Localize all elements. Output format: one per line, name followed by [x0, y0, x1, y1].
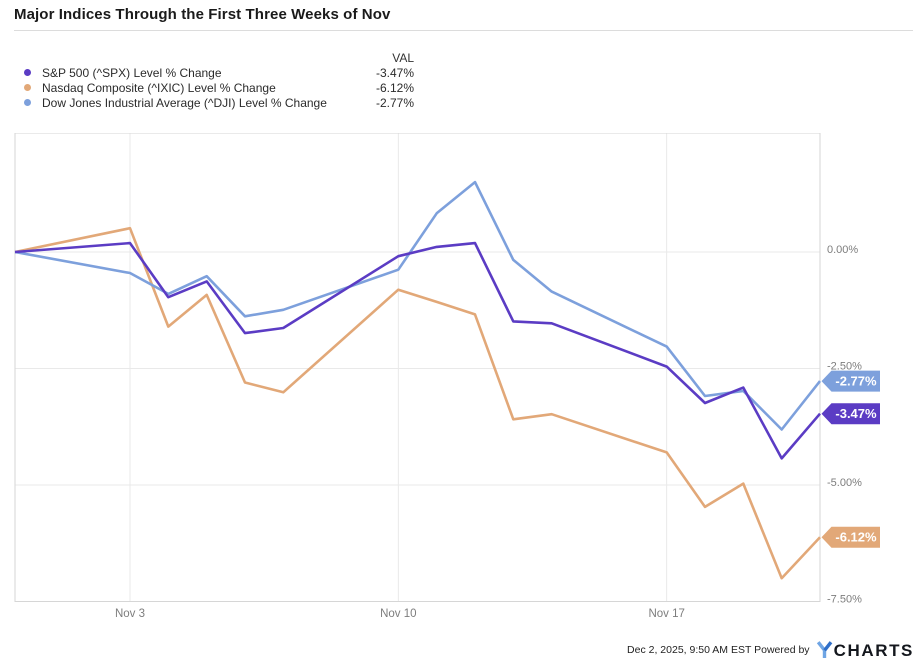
value-badge-spx	[821, 403, 880, 425]
x-axis-tick-label: Nov 10	[380, 608, 416, 620]
value-badge-ixic	[821, 526, 880, 548]
y-axis-tick-label: -5.00%	[827, 477, 862, 489]
legend-item-value: -2.77%	[375, 95, 414, 110]
value-badge-label-dji: -2.77%	[835, 374, 877, 389]
series-line-ixic	[14, 226, 821, 580]
series-line-spx	[14, 241, 821, 460]
legend-item-ixic: Nasdaq Composite (^IXIC) Level % Change …	[12, 80, 414, 95]
ycharts-logo: CHARTS	[816, 641, 914, 659]
spx-series-dot-icon	[23, 69, 31, 76]
ycharts-logo-text: CHARTS	[833, 640, 914, 660]
dji-series-dot-icon	[23, 99, 31, 106]
y-axis-tick-label: -2.50%	[827, 361, 862, 373]
legend-item-label: Dow Jones Industrial Average (^DJI) Leve…	[42, 95, 327, 110]
y-axis-tick-label: 0.00%	[827, 244, 858, 256]
chart-footer: Dec 2, 2025, 9:50 AM EST Powered by CHAR…	[627, 641, 914, 659]
plot-border	[14, 133, 821, 602]
value-badge-dji	[821, 370, 880, 392]
x-axis-tick-label: Nov 3	[115, 608, 145, 620]
legend-item-label: S&P 500 (^SPX) Level % Change	[42, 65, 222, 80]
x-axis-tick-label: Nov 17	[648, 608, 684, 620]
timestamp-and-attribution: Dec 2, 2025, 9:50 AM EST Powered by	[627, 644, 810, 656]
value-badge-label-spx: -3.47%	[835, 406, 877, 421]
line-chart: 0.00% -2.50% -5.00% -7.50% Nov 3 Nov 10 Nov 17…	[14, 133, 880, 620]
ycharts-y-icon	[816, 641, 832, 658]
series-line-dji	[14, 180, 822, 431]
legend-header-row: VAL	[12, 50, 414, 65]
legend-item-value: -3.47%	[375, 65, 414, 80]
legend-item-dji: Dow Jones Industrial Average (^DJI) Leve…	[12, 95, 414, 110]
title-divider	[14, 30, 913, 31]
legend-item-label: Nasdaq Composite (^IXIC) Level % Change	[42, 80, 276, 95]
y-axis-tick-label: -7.50%	[827, 594, 862, 606]
value-badge-label-ixic: -6.12%	[835, 530, 877, 545]
legend-val-header: VAL	[392, 50, 414, 65]
legend-item-spx: S&P 500 (^SPX) Level % Change -3.47%	[12, 65, 414, 80]
chart-legend: VAL S&P 500 (^SPX) Level % Change -3.47%…	[12, 50, 414, 110]
ixic-series-dot-icon	[23, 84, 31, 91]
page-title: Major Indices Through the First Three We…	[14, 6, 391, 23]
legend-item-value: -6.12%	[375, 80, 414, 95]
